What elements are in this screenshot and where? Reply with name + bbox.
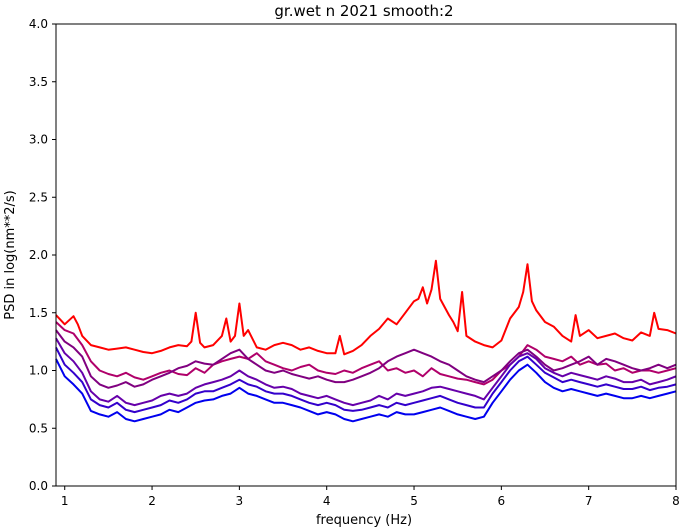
y-tick-label: 2.5 — [29, 190, 48, 204]
y-tick-label: 3.5 — [29, 75, 48, 89]
y-axis-label: PSD in log(nm**2/s) — [3, 190, 18, 320]
y-tick-label: 3.0 — [29, 133, 48, 147]
series-line-2 — [55, 321, 677, 386]
y-tick-label: 0.5 — [29, 421, 48, 435]
series-line-5 — [55, 346, 677, 414]
y-tick-label: 0.0 — [29, 479, 48, 493]
x-tick-label: 8 — [672, 494, 680, 508]
y-tick-label: 1.5 — [29, 306, 48, 320]
x-tick-label: 2 — [148, 494, 156, 508]
x-tick-label: 5 — [410, 494, 418, 508]
x-tick-label: 6 — [498, 494, 506, 508]
x-tick-label: 3 — [236, 494, 244, 508]
x-tick-label: 4 — [323, 494, 331, 508]
y-axis: 0.0 0.5 1.0 1.5 2.0 2.5 3.0 3.5 4.0 — [29, 17, 56, 493]
x-tick-label: 1 — [61, 494, 69, 508]
series-line-6 — [55, 358, 677, 423]
plot-lines — [55, 259, 677, 423]
chart-title: gr.wet n 2021 smooth:2 — [274, 2, 453, 20]
y-tick-label: 4.0 — [29, 17, 48, 31]
y-tick-label: 2.0 — [29, 248, 48, 262]
x-axis-label: frequency (Hz) — [316, 513, 412, 528]
y-tick-label: 1.0 — [29, 364, 48, 378]
series-line-3 — [55, 329, 677, 389]
series-line-1 — [55, 259, 677, 356]
x-axis: 1 2 3 4 5 6 7 8 — [61, 486, 680, 508]
x-tick-label: 7 — [585, 494, 593, 508]
series-line-4 — [55, 337, 677, 407]
